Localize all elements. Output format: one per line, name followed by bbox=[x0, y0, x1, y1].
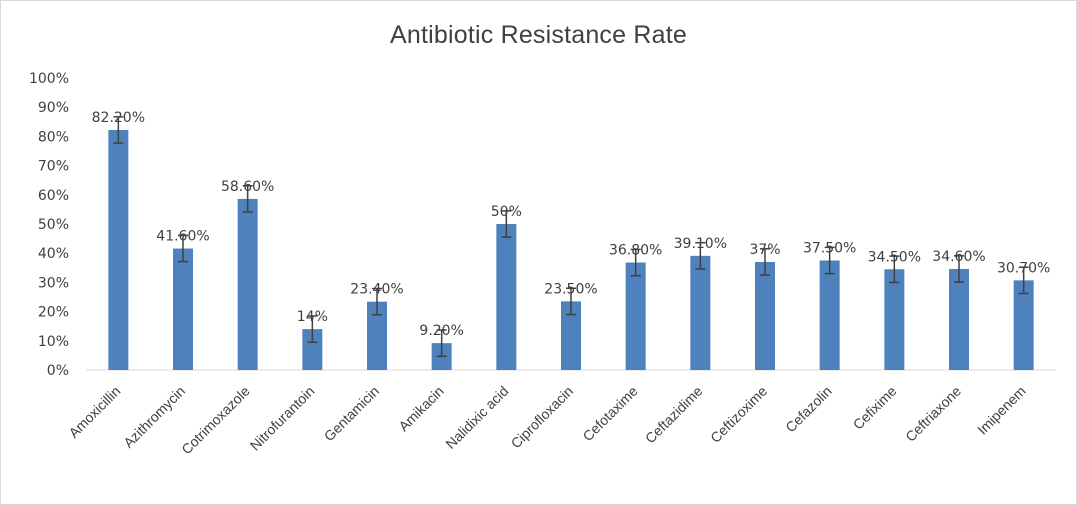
bar bbox=[1013, 280, 1034, 370]
bar bbox=[237, 198, 258, 370]
data-label: 37.50% bbox=[803, 241, 856, 257]
y-tick-label: 80% bbox=[38, 129, 69, 145]
y-tick-label: 40% bbox=[38, 246, 69, 262]
y-tick-label: 0% bbox=[47, 363, 69, 379]
category-label: Cefixime bbox=[850, 383, 900, 433]
category-label: Amikacin bbox=[395, 383, 446, 434]
data-label: 23.50% bbox=[544, 281, 597, 297]
y-tick-label: 100% bbox=[29, 71, 69, 87]
category-label: Ceftazidime bbox=[642, 383, 706, 447]
bar bbox=[367, 301, 387, 370]
data-label: 36.80% bbox=[609, 243, 662, 259]
data-label: 34.50% bbox=[868, 249, 921, 265]
category-label: Nalidixic acid bbox=[442, 383, 511, 452]
category-label: Imipenem bbox=[974, 383, 1029, 438]
bar bbox=[302, 329, 323, 370]
data-label: 82.20% bbox=[92, 110, 145, 126]
data-label: 58.60% bbox=[221, 179, 274, 195]
bar bbox=[496, 224, 517, 370]
data-label: 30.70% bbox=[997, 260, 1050, 276]
data-label: 37% bbox=[749, 242, 780, 258]
bar bbox=[884, 269, 905, 370]
y-tick-label: 50% bbox=[38, 217, 69, 233]
category-label: Ciprofloxacin bbox=[508, 383, 577, 452]
category-label: Ceftizoxime bbox=[707, 383, 770, 446]
bar bbox=[561, 301, 581, 370]
data-label: 14% bbox=[297, 309, 328, 325]
category-label: Nitrofurantoin bbox=[247, 383, 318, 454]
data-label: 34.60% bbox=[932, 249, 985, 265]
category-label: Cefotaxime bbox=[579, 383, 641, 445]
data-label: 41.60% bbox=[156, 229, 209, 245]
bar bbox=[625, 262, 646, 370]
data-label: 39.10% bbox=[674, 236, 727, 252]
y-tick-label: 20% bbox=[38, 305, 69, 321]
y-tick-label: 30% bbox=[38, 275, 69, 291]
bar bbox=[819, 260, 840, 370]
y-tick-label: 70% bbox=[38, 159, 69, 175]
category-label: Cefazolin bbox=[782, 383, 835, 436]
category-label: Cotrimoxazole bbox=[178, 383, 253, 458]
y-tick-label: 10% bbox=[38, 334, 69, 350]
category-label: Amoxicillin bbox=[65, 383, 123, 441]
chart-title: Antibiotic Resistance Rate bbox=[389, 21, 687, 49]
bar bbox=[949, 268, 969, 370]
bar bbox=[173, 248, 193, 370]
category-label: Ceftriaxone bbox=[902, 383, 964, 445]
data-label: 50% bbox=[491, 204, 522, 220]
data-label: 23.40% bbox=[350, 282, 403, 298]
category-label: Gentamicin bbox=[321, 383, 382, 444]
category-label: Azithromycin bbox=[120, 383, 188, 451]
bars bbox=[108, 116, 1034, 370]
bar bbox=[690, 255, 711, 370]
bar bbox=[108, 129, 129, 370]
bar bbox=[755, 261, 775, 370]
y-tick-label: 60% bbox=[38, 188, 69, 204]
data-label: 9.20% bbox=[419, 323, 463, 339]
y-tick-label: 90% bbox=[38, 100, 69, 116]
